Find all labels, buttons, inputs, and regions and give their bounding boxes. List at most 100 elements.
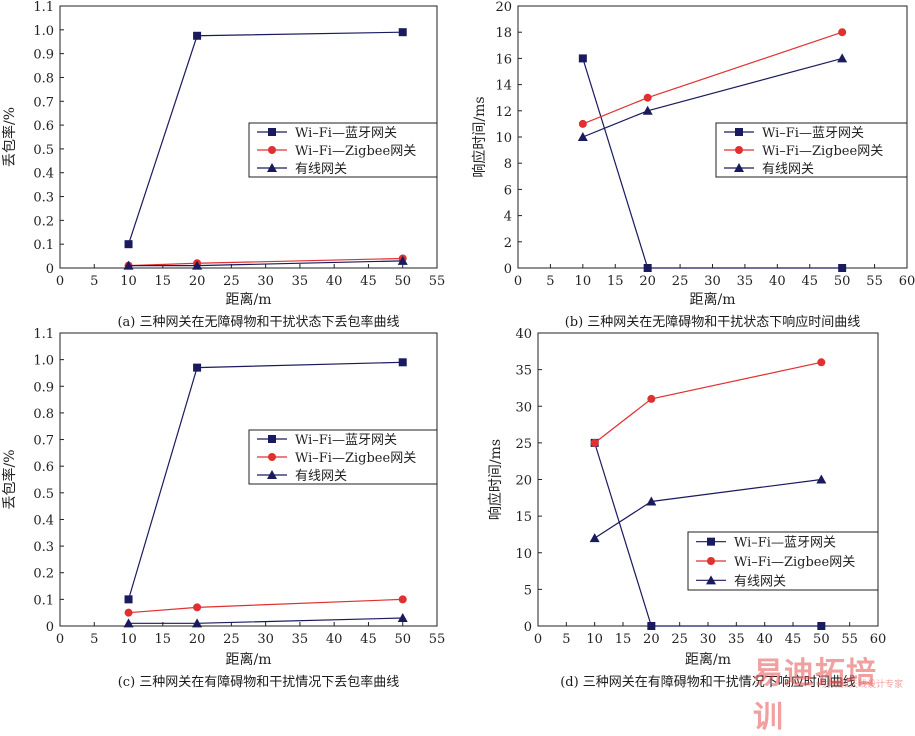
y-tick-label: 40 (515, 327, 532, 342)
legend-marker (707, 557, 715, 565)
y-tick-label: 20 (495, 0, 512, 15)
legend-label: Wi–Fi—Zigbee网关 (734, 555, 855, 570)
x-tick-label: 15 (155, 274, 172, 289)
y-tick-label: 15 (515, 510, 532, 525)
x-tick-label: 20 (639, 274, 656, 289)
x-tick-label: 0 (56, 632, 64, 647)
y-tick-label: 0.9 (33, 48, 54, 63)
data-point (590, 438, 599, 447)
data-point (192, 618, 203, 628)
y-tick-label: 25 (515, 437, 532, 452)
watermark-subtext: 射频和天线设计专家 (821, 680, 903, 690)
panel-caption: (c) 三种网关在有障碍物和干扰情况下丢包率曲线 (118, 674, 400, 690)
data-point (124, 595, 133, 604)
legend-marker (268, 146, 276, 154)
x-tick-label: 0 (534, 632, 542, 647)
data-point (124, 240, 133, 249)
y-axis-label: 响应时间/ms (487, 439, 504, 520)
legend-marker (267, 163, 277, 172)
x-tick-label: 40 (756, 632, 773, 647)
y-tick-label: 1.0 (33, 354, 54, 369)
x-tick-label: 25 (223, 632, 240, 647)
x-tick-label: 15 (155, 632, 172, 647)
y-tick-label: 0.6 (33, 460, 54, 475)
y-tick-label: 0.8 (33, 407, 54, 422)
x-tick-label: 30 (704, 274, 721, 289)
x-tick-label: 35 (292, 274, 309, 289)
x-tick-label: 30 (257, 632, 274, 647)
chart-panel-2: 0 5 10 15 20 25 30 35 40 45 50 55 60 0 2 4 6 8 10 12 14 16 18 2… (471, 0, 915, 330)
data-point (398, 595, 407, 604)
data-point (398, 28, 407, 37)
y-tick-label: 14 (495, 79, 512, 94)
legend-marker (268, 128, 276, 136)
y-tick-label: 0.3 (33, 540, 54, 555)
y-tick-label: 0.5 (33, 487, 54, 502)
legend-marker (267, 470, 277, 479)
x-axis-label: 距离/m (226, 651, 272, 668)
x-tick-label: 10 (575, 274, 592, 289)
legend-label: Wi–Fi—蓝牙网关 (762, 126, 864, 141)
x-tick-label: 40 (326, 274, 343, 289)
y-tick-label: 0.3 (33, 191, 54, 206)
x-tick-label: 45 (360, 632, 377, 647)
y-tick-label: 0.4 (33, 167, 54, 182)
data-point (838, 264, 847, 272)
x-tick-label: 25 (223, 274, 240, 289)
x-axis-label: 距离/m (685, 651, 731, 668)
legend-label: 有线网关 (295, 162, 347, 177)
panel-caption: (d) 三种网关在有障碍物和干扰情况下响应时间曲线 (560, 674, 856, 690)
legend-label: Wi–Fi—Zigbee网关 (762, 144, 883, 159)
data-point (643, 264, 652, 272)
x-tick-label: 10 (120, 274, 137, 289)
data-point (193, 363, 202, 372)
x-tick-label: 40 (326, 632, 343, 647)
y-axis-label: 响应时间/ms (471, 96, 488, 177)
x-tick-label: 50 (834, 274, 851, 289)
y-tick-label: 8 (504, 157, 512, 172)
x-tick-label: 40 (769, 274, 786, 289)
x-tick-label: 35 (728, 632, 745, 647)
x-tick-label: 15 (615, 632, 632, 647)
y-tick-label: 18 (495, 26, 512, 41)
data-point (123, 260, 134, 270)
legend-marker (735, 146, 743, 154)
y-tick-label: 0.2 (33, 567, 54, 582)
legend-label: Wi–Fi—Zigbee网关 (295, 144, 416, 159)
data-point (643, 93, 652, 102)
data-point (837, 53, 848, 63)
data-point (398, 358, 407, 367)
data-point (192, 260, 203, 270)
x-tick-label: 60 (899, 274, 915, 289)
x-axis-label: 距离/m (226, 291, 272, 308)
series-line-2 (582, 31, 843, 125)
chart-panel-4: 0 5 10 15 20 25 30 35 40 45 50 55 60 0 5 10 15 20 25 30 35 40… (487, 327, 886, 690)
data-point (838, 28, 847, 37)
y-tick-label: 0.6 (33, 119, 54, 134)
x-tick-label: 50 (394, 632, 411, 647)
y-tick-label: 6 (504, 183, 512, 198)
data-point (123, 618, 134, 628)
data-point (589, 533, 600, 543)
x-tick-label: 45 (785, 632, 802, 647)
y-tick-label: 5 (524, 583, 532, 598)
panel-caption: (b) 三种网关在无障碍物和干扰状态下响应时间曲线 (565, 314, 861, 330)
y-tick-label: 10 (495, 131, 512, 146)
x-tick-label: 5 (562, 632, 570, 647)
y-tick-label: 0 (46, 262, 54, 277)
x-tick-label: 60 (870, 632, 887, 647)
data-point (647, 622, 656, 630)
series-line-2 (128, 598, 403, 614)
x-tick-label: 55 (866, 274, 883, 289)
x-tick-label: 55 (841, 632, 858, 647)
y-tick-label: 16 (495, 52, 512, 67)
y-axis-label: 丢包率/% (1, 107, 18, 167)
y-tick-label: 1.1 (33, 0, 54, 15)
x-tick-label: 50 (394, 274, 411, 289)
y-tick-label: 0 (46, 620, 54, 635)
legend-label: Wi–Fi—Zigbee网关 (295, 451, 416, 466)
y-tick-label: 0 (524, 620, 532, 635)
legend-label: 有线网关 (734, 574, 786, 589)
x-tick-label: 5 (90, 274, 98, 289)
y-tick-label: 0.1 (33, 593, 54, 608)
